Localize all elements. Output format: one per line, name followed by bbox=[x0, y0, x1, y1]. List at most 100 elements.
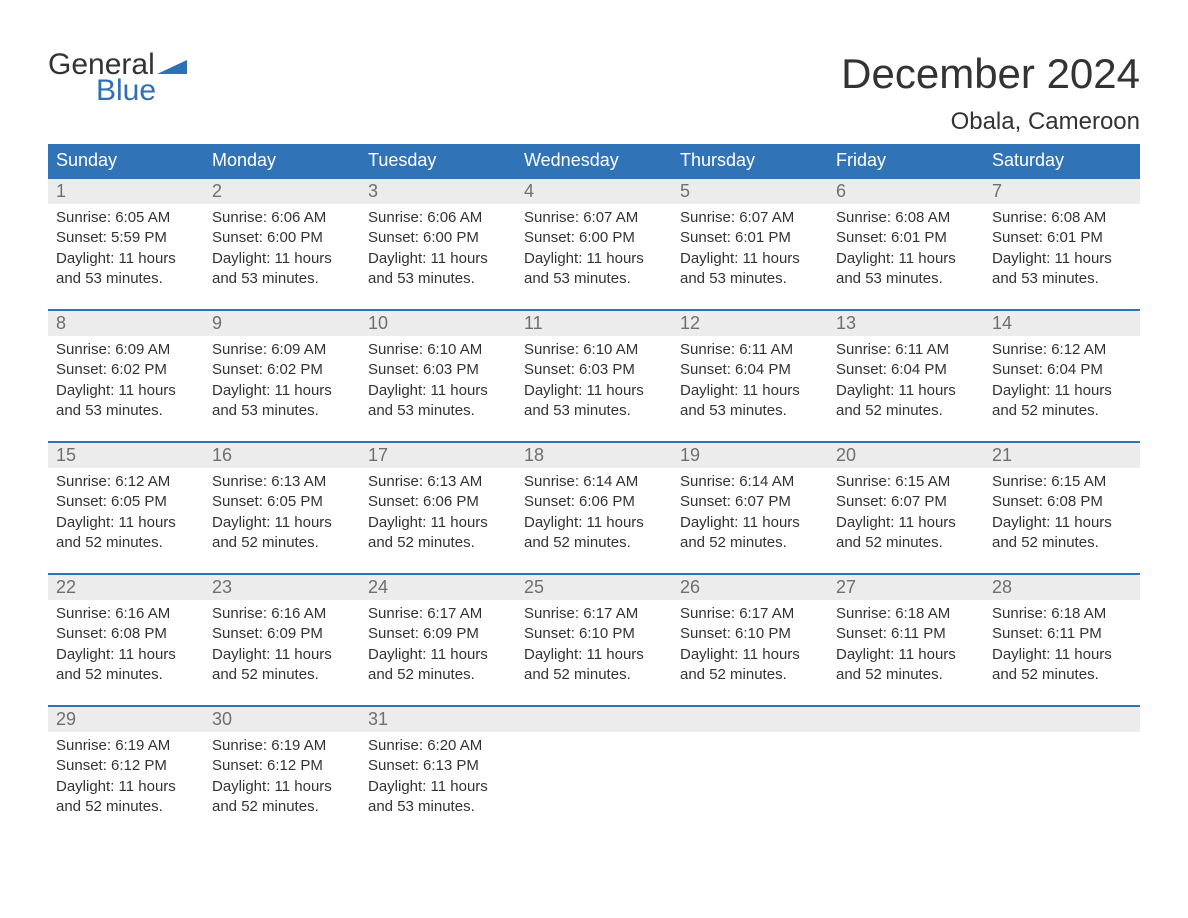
sunset-text: Sunset: 6:03 PM bbox=[524, 360, 664, 380]
daylight-text: Daylight: 11 hours and 52 minutes. bbox=[836, 645, 976, 686]
daylight-text: Daylight: 11 hours and 53 minutes. bbox=[524, 249, 664, 290]
daylight-text: Daylight: 11 hours and 53 minutes. bbox=[368, 381, 508, 422]
sunset-text: Sunset: 6:07 PM bbox=[680, 492, 820, 512]
sunrise-text: Sunrise: 6:10 AM bbox=[368, 340, 508, 360]
sunset-text: Sunset: 6:05 PM bbox=[56, 492, 196, 512]
day-cell bbox=[828, 707, 984, 837]
day-cell: 7Sunrise: 6:08 AMSunset: 6:01 PMDaylight… bbox=[984, 179, 1140, 309]
sunrise-text: Sunrise: 6:12 AM bbox=[56, 472, 196, 492]
day-cell: 21Sunrise: 6:15 AMSunset: 6:08 PMDayligh… bbox=[984, 443, 1140, 573]
sunset-text: Sunset: 6:05 PM bbox=[212, 492, 352, 512]
sunrise-text: Sunrise: 6:16 AM bbox=[56, 604, 196, 624]
day-cell bbox=[516, 707, 672, 837]
sunrise-text: Sunrise: 6:18 AM bbox=[992, 604, 1132, 624]
daylight-text: Daylight: 11 hours and 53 minutes. bbox=[368, 777, 508, 818]
dow-thursday: Thursday bbox=[672, 144, 828, 177]
day-body: Sunrise: 6:10 AMSunset: 6:03 PMDaylight:… bbox=[360, 336, 516, 421]
day-number: 7 bbox=[984, 179, 1140, 204]
daylight-text: Daylight: 11 hours and 53 minutes. bbox=[212, 249, 352, 290]
day-number: 11 bbox=[516, 311, 672, 336]
daylight-text: Daylight: 11 hours and 53 minutes. bbox=[680, 381, 820, 422]
day-body: Sunrise: 6:13 AMSunset: 6:05 PMDaylight:… bbox=[204, 468, 360, 553]
daylight-text: Daylight: 11 hours and 52 minutes. bbox=[680, 513, 820, 554]
day-cell: 19Sunrise: 6:14 AMSunset: 6:07 PMDayligh… bbox=[672, 443, 828, 573]
sunset-text: Sunset: 6:10 PM bbox=[680, 624, 820, 644]
day-number: 19 bbox=[672, 443, 828, 468]
sunset-text: Sunset: 6:09 PM bbox=[212, 624, 352, 644]
day-body: Sunrise: 6:20 AMSunset: 6:13 PMDaylight:… bbox=[360, 732, 516, 817]
daylight-text: Daylight: 11 hours and 53 minutes. bbox=[56, 249, 196, 290]
day-cell: 17Sunrise: 6:13 AMSunset: 6:06 PMDayligh… bbox=[360, 443, 516, 573]
daylight-text: Daylight: 11 hours and 52 minutes. bbox=[212, 777, 352, 818]
day-cell: 28Sunrise: 6:18 AMSunset: 6:11 PMDayligh… bbox=[984, 575, 1140, 705]
sunset-text: Sunset: 6:00 PM bbox=[212, 228, 352, 248]
sunset-text: Sunset: 6:12 PM bbox=[212, 756, 352, 776]
sunset-text: Sunset: 6:02 PM bbox=[212, 360, 352, 380]
day-cell: 4Sunrise: 6:07 AMSunset: 6:00 PMDaylight… bbox=[516, 179, 672, 309]
brand-word2: Blue bbox=[96, 76, 187, 106]
day-cell: 10Sunrise: 6:10 AMSunset: 6:03 PMDayligh… bbox=[360, 311, 516, 441]
brand-flag-icon bbox=[157, 52, 187, 74]
day-number bbox=[672, 707, 828, 732]
sunset-text: Sunset: 6:07 PM bbox=[836, 492, 976, 512]
day-body: Sunrise: 6:12 AMSunset: 6:04 PMDaylight:… bbox=[984, 336, 1140, 421]
sunrise-text: Sunrise: 6:15 AM bbox=[992, 472, 1132, 492]
day-number: 6 bbox=[828, 179, 984, 204]
daylight-text: Daylight: 11 hours and 52 minutes. bbox=[992, 513, 1132, 554]
daylight-text: Daylight: 11 hours and 52 minutes. bbox=[212, 513, 352, 554]
daylight-text: Daylight: 11 hours and 53 minutes. bbox=[680, 249, 820, 290]
day-body: Sunrise: 6:06 AMSunset: 6:00 PMDaylight:… bbox=[360, 204, 516, 289]
day-number bbox=[516, 707, 672, 732]
sunset-text: Sunset: 6:00 PM bbox=[524, 228, 664, 248]
sunset-text: Sunset: 6:01 PM bbox=[992, 228, 1132, 248]
day-number: 8 bbox=[48, 311, 204, 336]
daylight-text: Daylight: 11 hours and 52 minutes. bbox=[524, 513, 664, 554]
day-number: 23 bbox=[204, 575, 360, 600]
sunrise-text: Sunrise: 6:19 AM bbox=[56, 736, 196, 756]
day-number: 16 bbox=[204, 443, 360, 468]
sunset-text: Sunset: 6:03 PM bbox=[368, 360, 508, 380]
day-body: Sunrise: 6:17 AMSunset: 6:10 PMDaylight:… bbox=[516, 600, 672, 685]
month-title: December 2024 bbox=[841, 50, 1140, 98]
day-cell: 15Sunrise: 6:12 AMSunset: 6:05 PMDayligh… bbox=[48, 443, 204, 573]
sunrise-text: Sunrise: 6:08 AM bbox=[992, 208, 1132, 228]
day-body: Sunrise: 6:19 AMSunset: 6:12 PMDaylight:… bbox=[204, 732, 360, 817]
day-number bbox=[984, 707, 1140, 732]
day-number: 4 bbox=[516, 179, 672, 204]
day-body: Sunrise: 6:16 AMSunset: 6:09 PMDaylight:… bbox=[204, 600, 360, 685]
day-cell: 13Sunrise: 6:11 AMSunset: 6:04 PMDayligh… bbox=[828, 311, 984, 441]
day-body: Sunrise: 6:14 AMSunset: 6:06 PMDaylight:… bbox=[516, 468, 672, 553]
day-cell: 16Sunrise: 6:13 AMSunset: 6:05 PMDayligh… bbox=[204, 443, 360, 573]
day-cell: 26Sunrise: 6:17 AMSunset: 6:10 PMDayligh… bbox=[672, 575, 828, 705]
week-row: 22Sunrise: 6:16 AMSunset: 6:08 PMDayligh… bbox=[48, 573, 1140, 705]
day-number: 25 bbox=[516, 575, 672, 600]
day-cell: 14Sunrise: 6:12 AMSunset: 6:04 PMDayligh… bbox=[984, 311, 1140, 441]
day-body: Sunrise: 6:08 AMSunset: 6:01 PMDaylight:… bbox=[984, 204, 1140, 289]
daylight-text: Daylight: 11 hours and 52 minutes. bbox=[212, 645, 352, 686]
daylight-text: Daylight: 11 hours and 53 minutes. bbox=[56, 381, 196, 422]
sunrise-text: Sunrise: 6:10 AM bbox=[524, 340, 664, 360]
sunset-text: Sunset: 6:11 PM bbox=[992, 624, 1132, 644]
day-cell: 8Sunrise: 6:09 AMSunset: 6:02 PMDaylight… bbox=[48, 311, 204, 441]
sunset-text: Sunset: 6:04 PM bbox=[836, 360, 976, 380]
day-number: 10 bbox=[360, 311, 516, 336]
sunset-text: Sunset: 6:06 PM bbox=[368, 492, 508, 512]
sunrise-text: Sunrise: 6:13 AM bbox=[368, 472, 508, 492]
day-number: 3 bbox=[360, 179, 516, 204]
sunrise-text: Sunrise: 6:11 AM bbox=[836, 340, 976, 360]
sunset-text: Sunset: 6:04 PM bbox=[680, 360, 820, 380]
sunset-text: Sunset: 6:08 PM bbox=[56, 624, 196, 644]
week-row: 1Sunrise: 6:05 AMSunset: 5:59 PMDaylight… bbox=[48, 177, 1140, 309]
day-number bbox=[828, 707, 984, 732]
day-number: 2 bbox=[204, 179, 360, 204]
sunset-text: Sunset: 6:01 PM bbox=[836, 228, 976, 248]
day-number: 13 bbox=[828, 311, 984, 336]
brand-logo: General Blue bbox=[48, 50, 187, 106]
dow-wednesday: Wednesday bbox=[516, 144, 672, 177]
daylight-text: Daylight: 11 hours and 52 minutes. bbox=[56, 777, 196, 818]
day-cell: 20Sunrise: 6:15 AMSunset: 6:07 PMDayligh… bbox=[828, 443, 984, 573]
day-cell: 2Sunrise: 6:06 AMSunset: 6:00 PMDaylight… bbox=[204, 179, 360, 309]
day-body: Sunrise: 6:14 AMSunset: 6:07 PMDaylight:… bbox=[672, 468, 828, 553]
day-cell: 18Sunrise: 6:14 AMSunset: 6:06 PMDayligh… bbox=[516, 443, 672, 573]
day-body: Sunrise: 6:15 AMSunset: 6:08 PMDaylight:… bbox=[984, 468, 1140, 553]
